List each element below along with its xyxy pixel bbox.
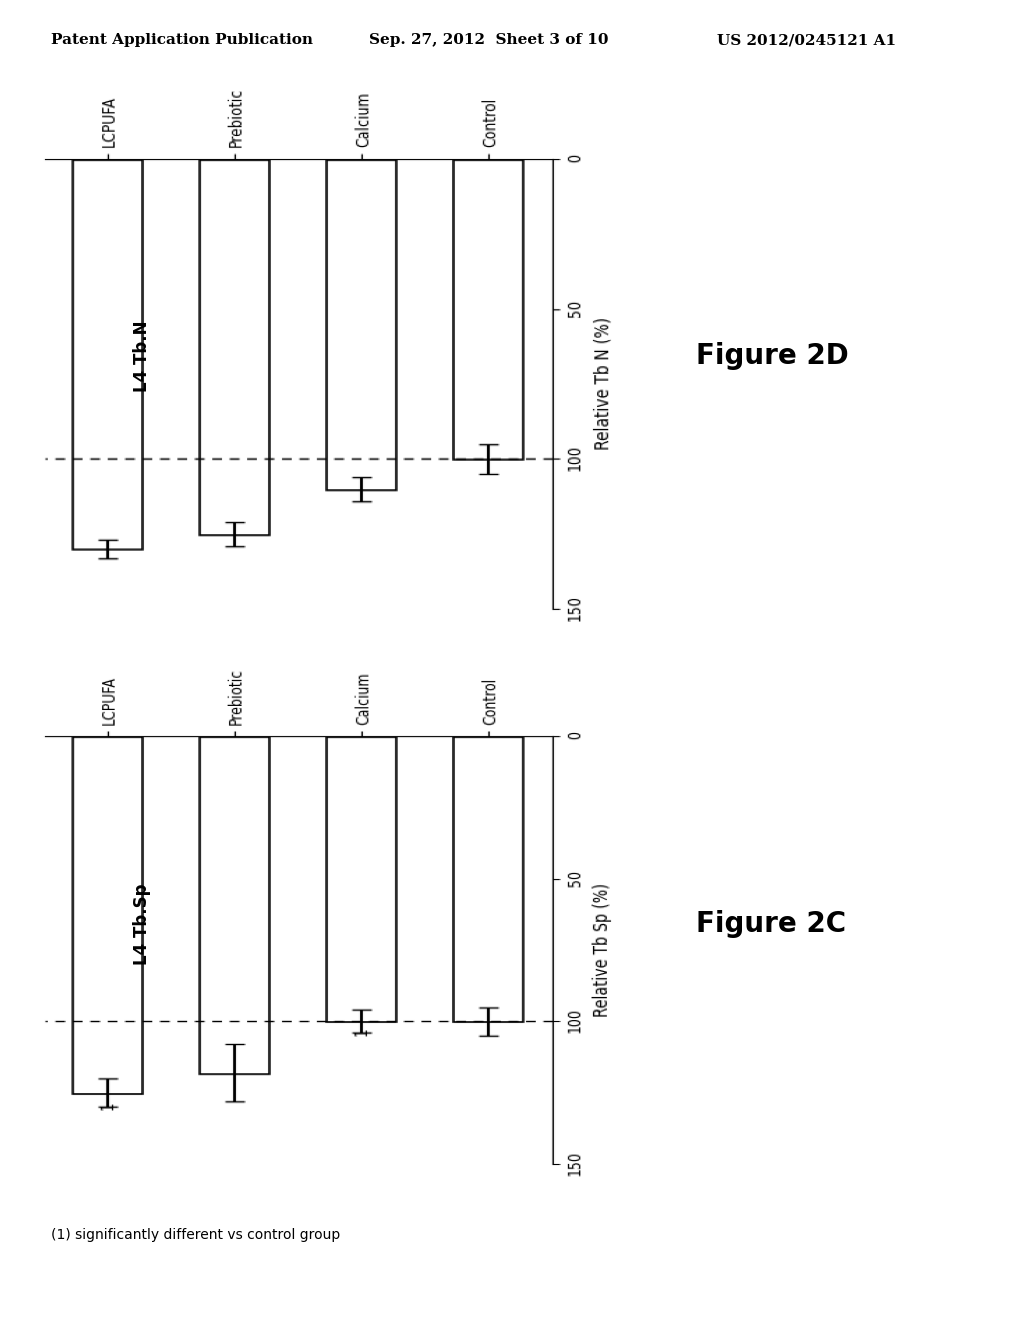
Text: Sep. 27, 2012  Sheet 3 of 10: Sep. 27, 2012 Sheet 3 of 10 bbox=[369, 33, 608, 48]
Text: L4 Tb.N: L4 Tb.N bbox=[133, 321, 152, 392]
Text: (1) significantly different vs control group: (1) significantly different vs control g… bbox=[51, 1228, 340, 1242]
Text: US 2012/0245121 A1: US 2012/0245121 A1 bbox=[717, 33, 896, 48]
Text: Patent Application Publication: Patent Application Publication bbox=[51, 33, 313, 48]
Text: Figure 2D: Figure 2D bbox=[696, 342, 849, 371]
Text: Figure 2C: Figure 2C bbox=[696, 909, 847, 939]
Text: L4 Tb.Sp: L4 Tb.Sp bbox=[133, 883, 152, 965]
